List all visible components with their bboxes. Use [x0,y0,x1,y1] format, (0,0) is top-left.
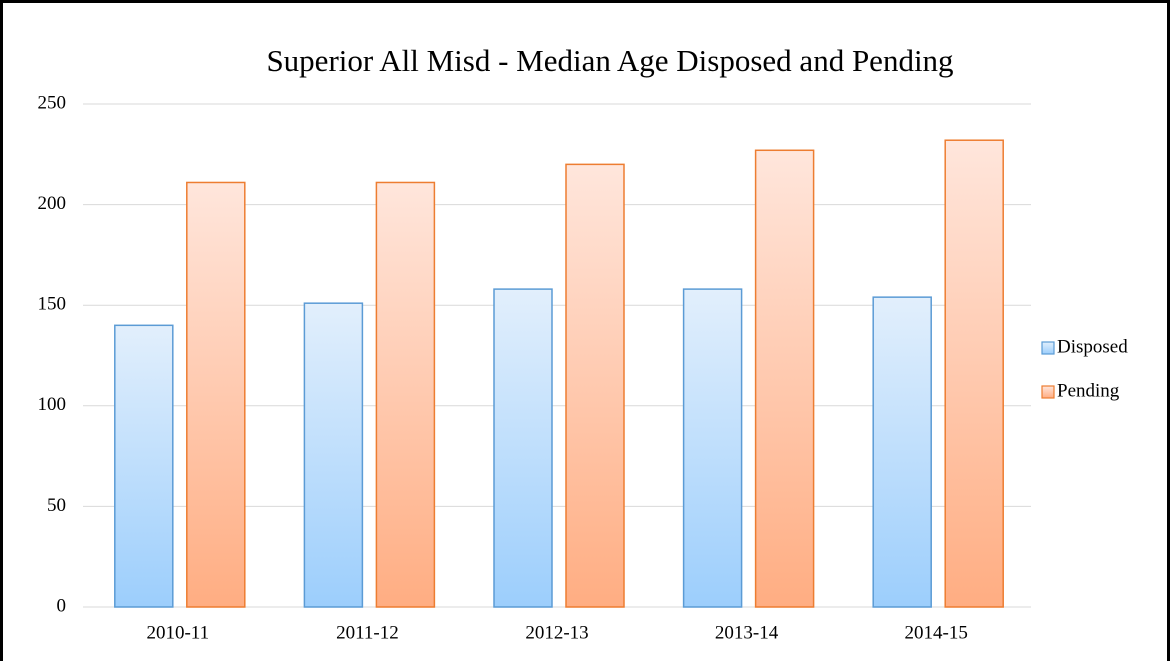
legend-swatch [1041,341,1055,355]
legend-label: Disposed [1057,336,1128,357]
bar [493,288,553,608]
chart-title: Superior All Misd - Median Age Disposed … [266,43,953,78]
y-tick-label: 100 [38,394,67,415]
bar [375,181,436,608]
y-tick-label: 50 [47,495,66,516]
x-tick-label: 2011-12 [336,622,399,643]
bar [754,149,815,608]
bar [186,181,246,608]
x-tick-label: 2013-14 [715,622,779,643]
bar [682,288,743,608]
y-tick-label: 150 [38,294,67,315]
bar [872,296,932,608]
x-tick-label: 2012-13 [525,622,588,643]
legend-swatch [1041,385,1055,399]
y-tick-label: 0 [57,595,67,616]
bar [944,139,1004,608]
bar [303,302,364,608]
bar [565,163,625,608]
bar [114,324,174,608]
legend-label: Pending [1057,380,1120,401]
y-tick-label: 250 [38,92,67,113]
y-tick-label: 200 [38,193,67,214]
x-tick-label: 2014-15 [905,622,968,643]
x-tick-label: 2010-11 [146,622,209,643]
